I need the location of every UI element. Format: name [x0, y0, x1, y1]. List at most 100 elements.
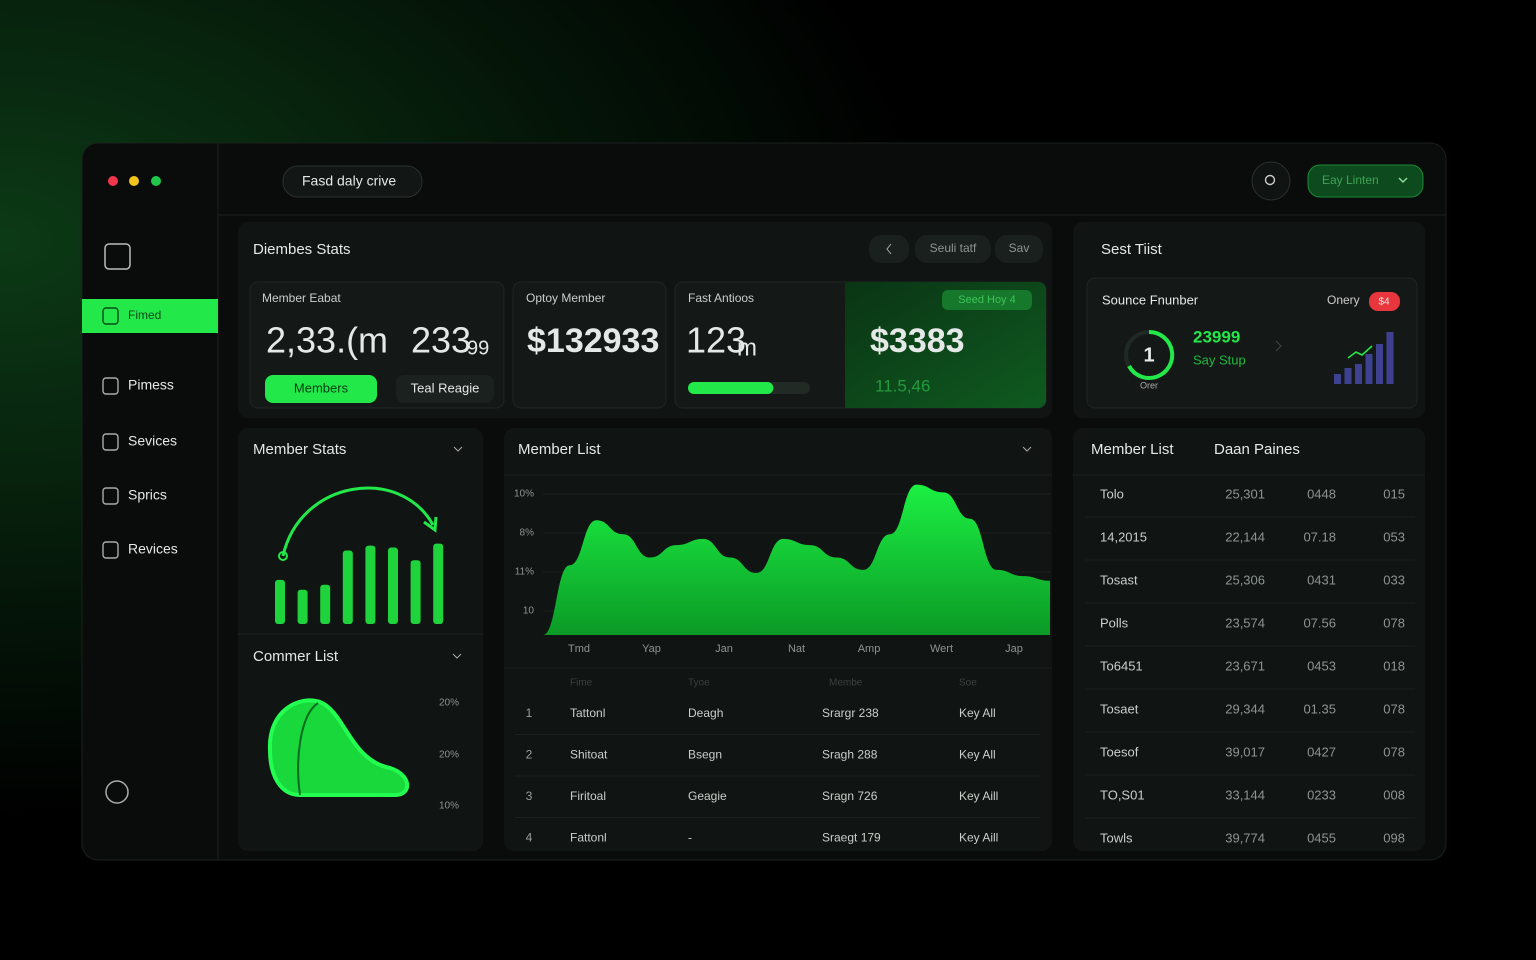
settings-icon[interactable] — [105, 780, 129, 804]
table-cell: 053 — [1383, 529, 1405, 544]
table-cell: Sragh 288 — [822, 748, 878, 762]
prev-button[interactable] — [869, 235, 909, 263]
table-cell: To6451 — [1100, 658, 1143, 673]
nav-icon — [102, 541, 119, 559]
card-sub: 11.5,46 — [875, 376, 930, 395]
card-label: Fast Antioos — [688, 291, 754, 305]
card-value: $132933 — [527, 322, 659, 360]
table-cell: 25,301 — [1225, 486, 1265, 501]
table-cell: 3 — [526, 789, 533, 803]
nav-item: Pimess — [128, 377, 174, 393]
members-button[interactable] — [265, 375, 377, 403]
table-cell: 07.56 — [1303, 615, 1336, 630]
card — [512, 281, 667, 409]
table-cell: Shitoat — [570, 748, 608, 762]
table-cell: 2 — [526, 748, 533, 762]
side-table-panel — [1073, 428, 1425, 851]
table-header: Tyoe — [688, 678, 710, 689]
table-cell: Toesof — [1100, 744, 1139, 759]
chevron — [1022, 446, 1032, 452]
table-cell: - — [688, 831, 692, 845]
chevron — [453, 446, 463, 452]
bar — [320, 584, 331, 624]
progress-bar — [688, 382, 774, 394]
table-cell: 4 — [526, 831, 533, 845]
table-cell: Sragn 726 — [822, 789, 878, 803]
nav-active[interactable] — [82, 299, 218, 333]
filter-label: Onery — [1327, 293, 1360, 307]
table-cell: Towls — [1100, 830, 1133, 845]
table-header: Member List — [1091, 441, 1174, 458]
panel-title: Diembes Stats — [253, 241, 351, 258]
card-suffix: m — [737, 334, 757, 361]
x-tick-label: Jan — [715, 643, 733, 655]
table-cell: 39,017 — [1225, 744, 1265, 759]
table-cell: 078 — [1383, 615, 1405, 630]
bar — [1365, 354, 1373, 384]
table-cell: 39,774 — [1225, 830, 1265, 845]
nav-item: Sevices — [128, 433, 177, 449]
table-cell: 07.18 — [1303, 529, 1336, 544]
table-cell: 23,671 — [1225, 658, 1265, 673]
panel-title: Member Stats — [253, 441, 346, 458]
table-cell: Fattonl — [570, 831, 607, 845]
chevron — [1398, 177, 1408, 184]
table-cell: 018 — [1383, 658, 1405, 673]
table-cell: 0233 — [1307, 787, 1336, 802]
save-text: Sav — [1009, 241, 1030, 255]
table-cell: 23,574 — [1225, 615, 1265, 630]
table-cell: 25,306 — [1225, 572, 1265, 587]
table-header: Fime — [570, 678, 593, 689]
legend-label: 10% — [439, 801, 459, 812]
source-sub: Say Stup — [1193, 352, 1246, 367]
table-cell: Deagh — [688, 706, 723, 720]
blob-fold — [297, 702, 319, 796]
table-cell: Tolo — [1100, 486, 1124, 501]
bar — [1334, 374, 1341, 384]
table-cell: 008 — [1383, 787, 1405, 802]
bar — [433, 543, 444, 624]
user-button[interactable] — [1307, 164, 1424, 198]
table-header: Soe — [959, 678, 977, 689]
card-suffix: 99 — [467, 337, 489, 359]
reagie-button[interactable] — [396, 375, 494, 403]
bar — [1355, 364, 1362, 384]
table-cell: Geagie — [688, 789, 727, 803]
nav-icon — [102, 377, 119, 395]
chevron — [1275, 340, 1282, 352]
nav-icon — [102, 487, 119, 505]
x-tick-label: Nat — [788, 643, 805, 655]
arc-start — [278, 551, 288, 561]
panel-title: Sest Tiist — [1101, 241, 1163, 258]
x-tick-label: Yap — [642, 643, 661, 655]
table-cell: Key All — [959, 748, 996, 762]
table-cell: 0453 — [1307, 658, 1336, 673]
save-button[interactable] — [995, 235, 1043, 263]
x-tick-label: Tmd — [568, 643, 590, 655]
table-cell: 29,344 — [1225, 701, 1265, 716]
table-cell: 015 — [1383, 486, 1405, 501]
search-pill[interactable] — [282, 165, 423, 198]
area — [543, 484, 1050, 635]
badge — [942, 290, 1032, 310]
gauge-label: Orer — [1140, 380, 1158, 390]
arrow-head — [423, 516, 438, 533]
bar — [1376, 344, 1383, 384]
card-highlight — [845, 282, 1046, 408]
logo-icon — [104, 243, 131, 270]
card-label: Member Eabat — [262, 291, 341, 305]
filter-text: Seuli tatf — [930, 241, 977, 255]
arc-arrow — [281, 486, 435, 557]
table-cell: 01.35 — [1303, 701, 1336, 716]
table-cell: 078 — [1383, 744, 1405, 759]
nav-item: Fimed — [128, 308, 161, 322]
x-tick-label: Jap — [1005, 643, 1023, 655]
filter-button[interactable] — [915, 235, 991, 263]
nav-icon — [102, 433, 119, 451]
table-cell: 22,144 — [1225, 529, 1265, 544]
table-cell: Sraegt 179 — [822, 831, 881, 845]
reagie-button-text: Teal Reagie — [411, 380, 480, 395]
search-button[interactable] — [1251, 161, 1291, 201]
card-value: 2,33.(m — [266, 320, 388, 361]
